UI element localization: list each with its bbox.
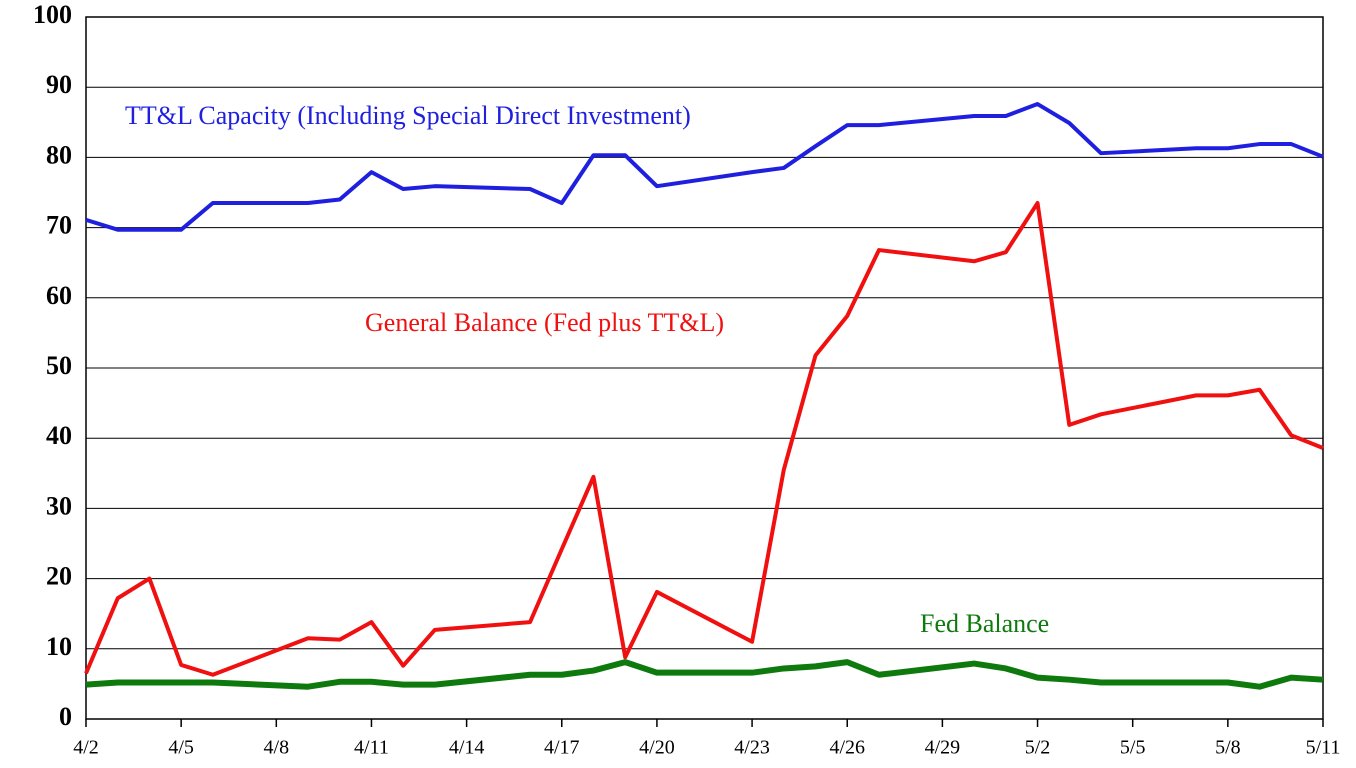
- y-tick-label: 40: [46, 421, 72, 450]
- series-label: TT&L Capacity (Including Special Direct …: [125, 101, 691, 130]
- y-tick-label: 50: [46, 351, 72, 380]
- plot-frame: [85, 16, 1324, 720]
- x-tick-label: 4/14: [449, 737, 485, 759]
- y-tick-label: 30: [46, 491, 72, 520]
- x-tick-label: 4/26: [829, 737, 865, 759]
- y-tick-label: 10: [46, 632, 72, 661]
- y-tick-label: 100: [33, 0, 72, 29]
- y-tick-label: 0: [59, 702, 72, 731]
- y-tick-label: 20: [46, 562, 72, 591]
- y-tick-label: 80: [46, 140, 72, 169]
- x-tick-label: 4/8: [264, 737, 290, 759]
- series-line: [85, 102, 1324, 232]
- x-tick-label: 5/2: [1025, 737, 1051, 759]
- y-tick-label: 90: [46, 70, 72, 99]
- y-tick-label: 60: [46, 281, 72, 310]
- x-tick-label: 4/23: [734, 737, 770, 759]
- x-tick-label: 4/17: [544, 737, 580, 759]
- x-tick-label: 4/2: [73, 737, 99, 759]
- x-tick-label: 4/5: [168, 737, 194, 759]
- x-tick-label: 5/11: [1306, 737, 1341, 759]
- series-line: [85, 659, 1324, 690]
- series-label: Fed Balance: [920, 609, 1049, 638]
- x-tick-label: 4/29: [925, 737, 961, 759]
- x-tick-label: 5/5: [1120, 737, 1146, 759]
- y-tick-label: 70: [46, 211, 72, 240]
- series-label: General Balance (Fed plus TT&L): [365, 308, 724, 337]
- x-tick-label: 4/20: [639, 737, 675, 759]
- x-tick-label: 4/11: [354, 737, 389, 759]
- x-tick-label: 5/8: [1215, 737, 1241, 759]
- series-line: [84, 201, 1324, 677]
